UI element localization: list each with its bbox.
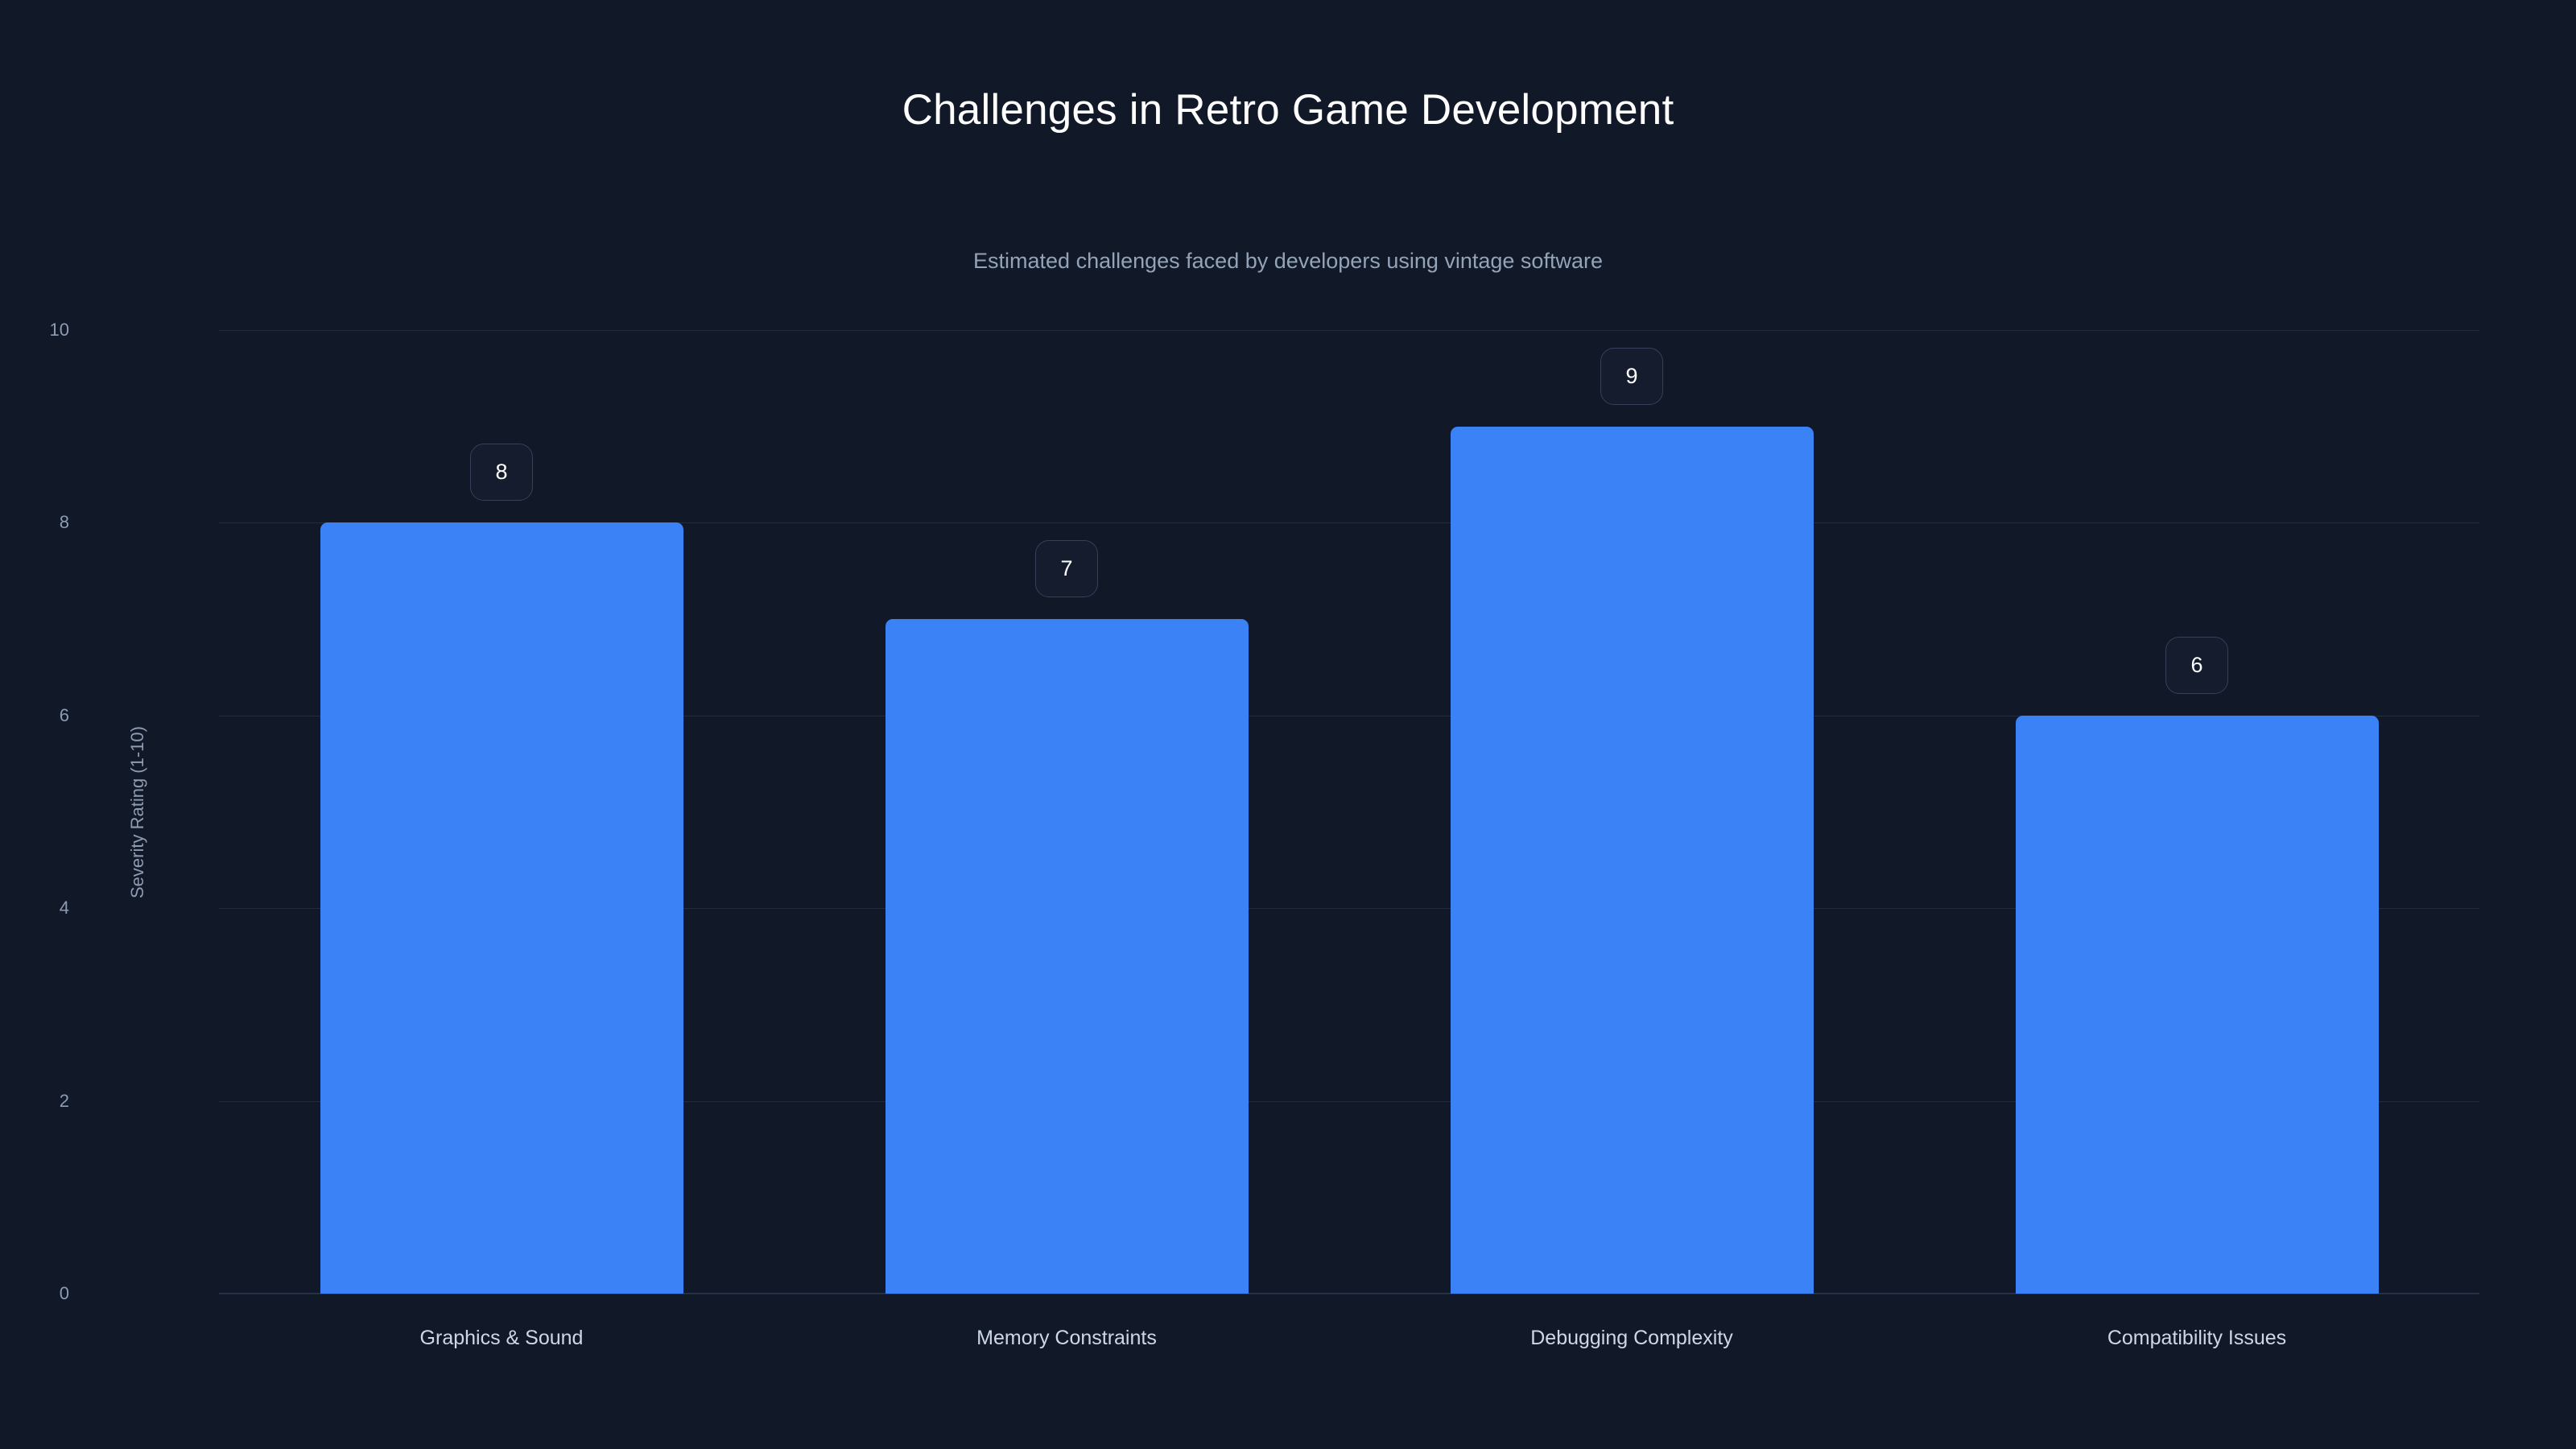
bar[interactable] bbox=[320, 522, 683, 1294]
gridline bbox=[219, 1100, 2479, 1102]
bar[interactable] bbox=[885, 619, 1249, 1294]
y-axis-tick-label: 2 bbox=[59, 1090, 69, 1111]
y-axis-tick-label: 8 bbox=[59, 512, 69, 533]
x-axis-category-label: Graphics & Sound bbox=[419, 1327, 584, 1349]
y-axis-tick-label: 6 bbox=[59, 704, 69, 725]
bar[interactable] bbox=[2015, 715, 2379, 1294]
bar[interactable] bbox=[1450, 426, 1814, 1294]
y-axis-tick-label: 0 bbox=[59, 1283, 69, 1303]
bar-value-badge: 8 bbox=[470, 444, 533, 502]
bar-value-badge: 9 bbox=[1600, 347, 1663, 405]
x-axis-category-label: Memory Constraints bbox=[976, 1327, 1157, 1349]
y-axis-tick-label: 10 bbox=[49, 320, 69, 340]
y-axis-title: Severity Rating (1-10) bbox=[127, 725, 147, 898]
gridline bbox=[219, 908, 2479, 910]
y-axis-tick-label: 4 bbox=[59, 898, 69, 919]
chart-subtitle: Estimated challenges faced by developers… bbox=[973, 249, 1603, 273]
gridline bbox=[219, 330, 2479, 331]
plot-area bbox=[219, 330, 2479, 1294]
axis-baseline bbox=[219, 1293, 2479, 1294]
page-title: Challenges in Retro Game Development bbox=[902, 86, 1674, 134]
bar-value-badge: 6 bbox=[2165, 636, 2228, 694]
x-axis-category-label: Compatibility Issues bbox=[2107, 1327, 2287, 1349]
x-axis-category-label: Debugging Complexity bbox=[1530, 1327, 1733, 1349]
bar-value-badge: 7 bbox=[1035, 540, 1098, 598]
gridline bbox=[219, 522, 2479, 524]
